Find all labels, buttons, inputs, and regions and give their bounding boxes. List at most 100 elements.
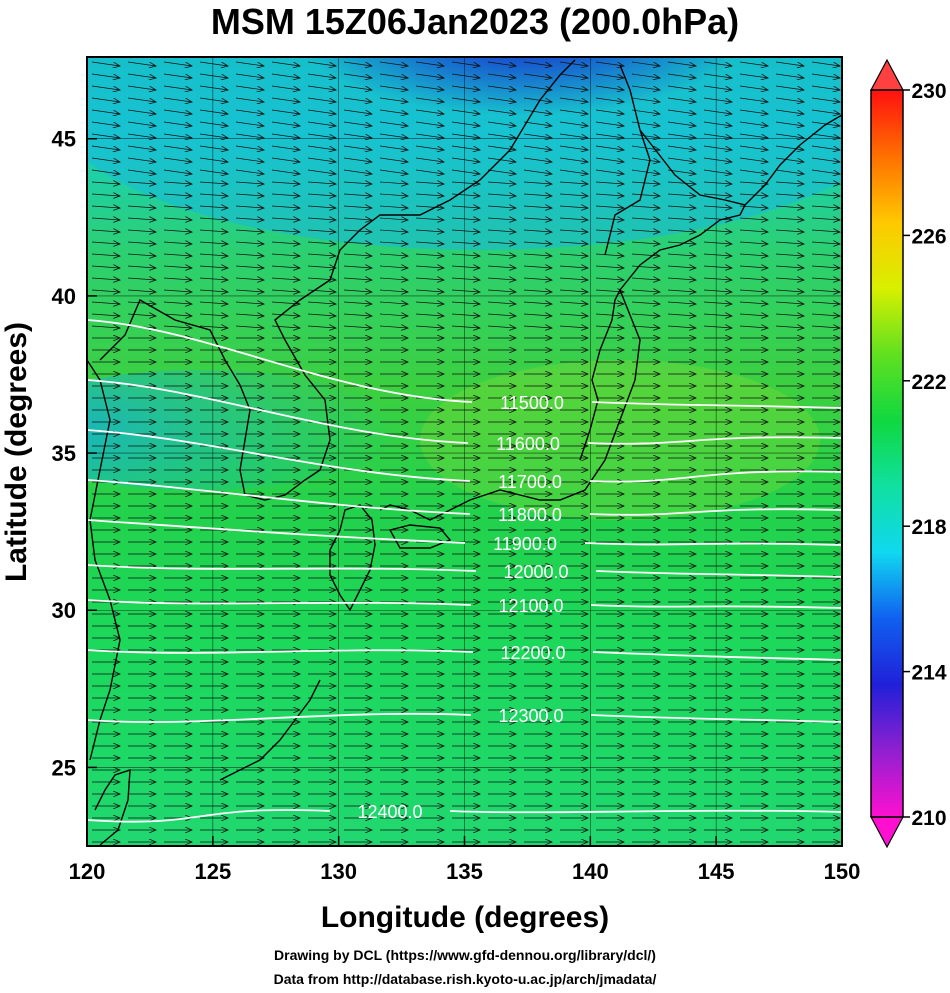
wind-arrow (667, 182, 696, 184)
wind-arrow (451, 302, 480, 304)
wind-arrow (379, 61, 408, 66)
wind-arrow (631, 230, 660, 232)
wind-arrow (811, 73, 840, 78)
wind-arrow (739, 230, 768, 232)
wind-arrow (739, 194, 768, 196)
x-tick-label: 150 (824, 859, 861, 884)
wind-arrow (163, 109, 192, 114)
wind-arrow (739, 97, 768, 102)
cold-core-region (270, 57, 730, 170)
wind-arrow (199, 266, 228, 268)
wind-arrow (703, 109, 732, 114)
wind-arrow (739, 254, 768, 256)
wind-arrow (199, 61, 228, 66)
height-contour (87, 319, 842, 409)
wind-arrow (523, 242, 552, 244)
wind-arrow (163, 290, 192, 292)
wind-arrow (739, 278, 768, 280)
height-contour (87, 649, 842, 661)
wind-arrow (559, 85, 588, 90)
wind-arrow (523, 230, 552, 232)
wind-arrow (595, 182, 624, 184)
wind-arrow (487, 206, 516, 208)
wind-arrow (343, 169, 372, 174)
wind-arrow (271, 206, 300, 208)
wind-arrow (667, 145, 696, 150)
wind-arrow (307, 169, 336, 174)
wind-arrow (343, 254, 372, 256)
wind-arrow (91, 61, 120, 66)
wind-arrow (307, 266, 336, 268)
wind-arrow (595, 278, 624, 280)
wind-arrow (667, 206, 696, 208)
wind-arrow (739, 145, 768, 150)
wind-arrow (811, 133, 840, 138)
wind-arrow (235, 218, 264, 220)
wind-arrow (667, 314, 696, 316)
coast-japan-honshu (379, 288, 641, 521)
wind-arrow (559, 326, 588, 328)
wind-arrow (703, 218, 732, 220)
wind-arrow (595, 254, 624, 256)
wind-arrow (667, 85, 696, 90)
wind-arrow (451, 206, 480, 208)
wind-arrow (703, 230, 732, 232)
wind-arrow (415, 61, 444, 66)
wind-arrow (271, 157, 300, 162)
colorbar-tick-label: 222 (911, 371, 946, 394)
coast-shikoku (388, 524, 452, 549)
wind-arrow (163, 169, 192, 174)
wind-arrow (487, 242, 516, 244)
wind-arrow (739, 133, 768, 138)
wind-arrow (235, 326, 264, 328)
wind-arrow (523, 182, 552, 184)
wind-arrow (739, 85, 768, 90)
wind-arrow (811, 254, 840, 256)
wind-arrow (199, 314, 228, 316)
wind-arrow (631, 266, 660, 268)
wind-arrow (595, 61, 624, 66)
wind-arrow (379, 326, 408, 328)
wind-arrow (559, 109, 588, 114)
wind-arrow (91, 169, 120, 174)
wind-arrow (775, 326, 804, 328)
wind-arrow (523, 157, 552, 162)
wind-arrow (487, 97, 516, 102)
wind-arrow (379, 194, 408, 196)
wind-arrow (307, 121, 336, 126)
wind-arrow (811, 302, 840, 304)
x-axis: 120 125 130 135 140 145 150 (69, 836, 861, 884)
wind-arrow (811, 314, 840, 316)
wind-arrow (163, 314, 192, 316)
wind-arrow (271, 314, 300, 316)
wind-arrow (163, 194, 192, 196)
wind-arrow (271, 194, 300, 196)
wind-arrow (343, 302, 372, 304)
wind-arrow (415, 242, 444, 244)
wind-arrow (307, 242, 336, 244)
wind-arrow (703, 169, 732, 174)
wind-arrow (739, 218, 768, 220)
wind-arrow (379, 73, 408, 78)
wind-arrow (559, 218, 588, 220)
wind-arrow (163, 97, 192, 102)
wind-arrow (91, 97, 120, 102)
wind-arrow (559, 157, 588, 162)
wind-arrow (667, 157, 696, 162)
wind-arrow (379, 242, 408, 244)
height-contour (87, 712, 842, 723)
coast-kyushu (329, 504, 376, 612)
wind-arrow (91, 206, 120, 208)
wind-arrow (631, 169, 660, 174)
x-tick-label: 140 (572, 859, 609, 884)
wind-arrow (343, 278, 372, 280)
wind-arrow (163, 133, 192, 138)
colorbar-tick-label: 214 (911, 662, 946, 685)
wind-arrow (343, 109, 372, 114)
wind-arrow (235, 121, 264, 126)
wind-arrow (343, 290, 372, 292)
wind-arrow (595, 242, 624, 244)
wind-arrow (451, 133, 480, 138)
wind-arrow (595, 206, 624, 208)
wind-arrow (127, 73, 156, 78)
